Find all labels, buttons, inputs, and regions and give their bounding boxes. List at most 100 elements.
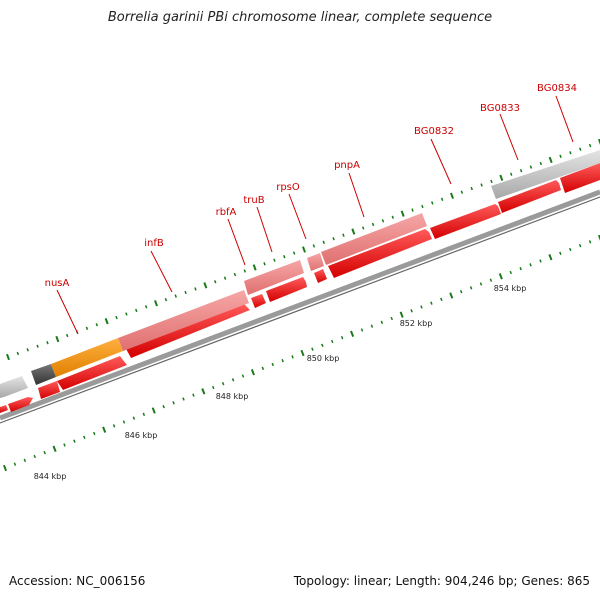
minor-tick xyxy=(559,251,562,256)
major-tick xyxy=(6,353,10,361)
summary-text: Topology: linear; Length: 904,246 bp; Ge… xyxy=(293,574,590,588)
major-tick xyxy=(498,273,503,280)
minor-tick xyxy=(440,297,443,302)
minor-tick xyxy=(213,280,217,284)
outer-tick-row xyxy=(6,138,600,361)
minor-tick xyxy=(73,439,76,443)
minor-tick xyxy=(291,355,294,359)
minor-tick xyxy=(569,151,572,155)
cds-row-inner xyxy=(0,163,600,413)
minor-tick xyxy=(391,215,395,219)
highlight-feature[interactable] xyxy=(321,213,427,265)
minor-tick xyxy=(460,190,464,194)
cds-feature[interactable] xyxy=(314,269,327,283)
backbone-outer xyxy=(0,189,600,421)
minor-tick xyxy=(559,154,562,158)
major-tick xyxy=(2,464,8,472)
kbp-label: 854 kbp xyxy=(494,284,527,293)
minor-tick xyxy=(184,290,187,295)
gene-label[interactable]: truB xyxy=(243,195,264,206)
minor-tick xyxy=(83,435,86,440)
cds-feature[interactable] xyxy=(0,405,8,413)
gene-label[interactable]: nusA xyxy=(45,278,70,289)
minor-tick xyxy=(233,272,237,277)
minor-tick xyxy=(579,147,582,151)
minor-tick xyxy=(221,381,225,386)
gray-feature[interactable] xyxy=(0,376,28,398)
major-tick xyxy=(598,138,600,145)
minor-tick xyxy=(223,276,227,280)
minor-tick xyxy=(588,240,592,244)
minor-tick xyxy=(390,316,393,321)
minor-tick xyxy=(26,348,29,352)
gene-label[interactable]: pnpA xyxy=(334,160,360,171)
cds-feature[interactable] xyxy=(8,397,33,412)
gene-label[interactable]: rbfA xyxy=(216,207,237,218)
minor-tick xyxy=(381,219,385,223)
minor-tick xyxy=(93,431,96,436)
minor-tick xyxy=(529,165,533,169)
cds-feature[interactable] xyxy=(430,204,501,239)
dark-feature[interactable] xyxy=(31,364,56,385)
minor-tick xyxy=(263,262,266,266)
cds-feature[interactable] xyxy=(125,303,250,358)
kbp-label: 852 kbp xyxy=(400,319,433,328)
highlight-feature[interactable] xyxy=(244,260,304,295)
cds-feature[interactable] xyxy=(328,229,432,278)
minor-tick xyxy=(410,309,413,313)
minor-tick xyxy=(312,244,316,248)
minor-tick xyxy=(588,143,592,148)
minor-tick xyxy=(539,161,543,166)
cds-feature[interactable] xyxy=(560,163,600,193)
gene-label[interactable]: BG0832 xyxy=(414,126,454,137)
gene-label[interactable]: rpsO xyxy=(276,182,300,193)
map-title: Borrelia garinii PBi chromosome linear, … xyxy=(107,10,493,25)
minor-tick xyxy=(23,458,27,463)
gene-label[interactable]: infB xyxy=(144,238,164,249)
minor-tick xyxy=(85,326,89,330)
minor-tick xyxy=(241,374,245,378)
minor-tick xyxy=(231,378,235,382)
minor-tick xyxy=(273,258,276,262)
inner-tick-row xyxy=(2,234,600,472)
cds-feature[interactable] xyxy=(251,294,266,308)
minor-tick xyxy=(271,362,274,367)
major-tick xyxy=(548,254,553,261)
minor-tick xyxy=(380,320,384,325)
minor-tick xyxy=(361,226,365,230)
minor-tick xyxy=(63,443,66,447)
kbp-label: 844 kbp xyxy=(34,472,67,481)
major-tick xyxy=(151,407,156,414)
cds-feature[interactable] xyxy=(498,180,561,213)
major-tick xyxy=(499,174,504,181)
highlight-feature[interactable] xyxy=(307,253,324,271)
minor-tick xyxy=(321,343,324,348)
minor-tick xyxy=(490,179,493,184)
kbp-label: 846 kbp xyxy=(125,431,158,440)
minor-tick xyxy=(162,404,165,409)
minor-tick xyxy=(431,201,434,205)
minor-tick xyxy=(479,282,483,286)
minor-tick xyxy=(112,424,116,428)
orange-feature[interactable] xyxy=(51,338,123,377)
minor-tick xyxy=(578,243,582,248)
cds-feature[interactable] xyxy=(57,356,127,390)
minor-tick xyxy=(331,339,334,344)
cds-feature[interactable] xyxy=(38,381,60,399)
major-tick xyxy=(104,318,109,325)
backbone-inner xyxy=(0,196,600,424)
minor-tick xyxy=(174,294,177,298)
minor-tick xyxy=(539,259,542,263)
minor-tick xyxy=(371,222,375,227)
major-tick xyxy=(102,426,107,433)
minor-tick xyxy=(340,335,344,340)
major-tick xyxy=(154,300,158,307)
gene-label[interactable]: BG0833 xyxy=(480,103,520,114)
gray-feature[interactable] xyxy=(491,150,600,199)
minor-tick xyxy=(43,450,46,455)
gene-label[interactable]: BG0834 xyxy=(537,83,577,94)
minor-tick xyxy=(164,298,168,302)
cds-feature[interactable] xyxy=(266,277,307,302)
highlight-feature[interactable] xyxy=(118,290,249,351)
